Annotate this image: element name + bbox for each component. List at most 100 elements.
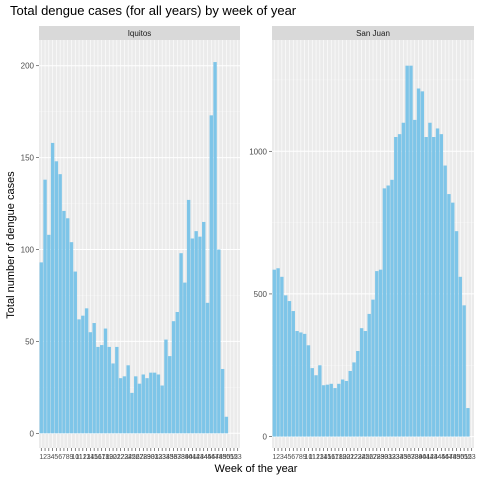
x-tick-label: 39 bbox=[181, 454, 189, 461]
bar-week-27 bbox=[371, 299, 375, 437]
bar-week-27 bbox=[137, 383, 142, 434]
x-tick-label: 13 bbox=[83, 454, 91, 461]
x-tick-label: 51 bbox=[460, 454, 468, 461]
x-axis-title: Week of the year bbox=[215, 463, 298, 475]
bar-week-3 bbox=[47, 234, 51, 434]
x-tick-label: 40 bbox=[418, 454, 426, 461]
x-tick-label: 24 bbox=[358, 454, 366, 461]
y-tick-label: 100 bbox=[21, 246, 35, 255]
x-tick-label: 27 bbox=[369, 454, 377, 461]
x-tick-label: 46 bbox=[441, 454, 449, 461]
x-tick-label: 4 bbox=[51, 454, 55, 461]
x-tick-label: 42 bbox=[426, 454, 434, 461]
x-tick-label: 39 bbox=[415, 454, 423, 461]
bar-week-14 bbox=[88, 332, 93, 434]
x-tick-label: 5 bbox=[54, 454, 58, 461]
bar-week-8 bbox=[299, 332, 303, 437]
x-tick-label: 29 bbox=[143, 454, 151, 461]
x-tick-label: 32 bbox=[388, 454, 396, 461]
x-tick-label: 29 bbox=[377, 454, 385, 461]
bar-week-35 bbox=[168, 356, 172, 434]
bar-week-25 bbox=[363, 331, 368, 437]
x-tick-label: 15 bbox=[90, 454, 98, 461]
x-tick-label: 26 bbox=[365, 454, 373, 461]
bar-week-41 bbox=[190, 238, 195, 434]
x-tick-label: 9 bbox=[70, 454, 74, 461]
x-tick-label: 6 bbox=[291, 454, 295, 461]
bar-week-50 bbox=[224, 416, 229, 434]
x-tick-label: 22 bbox=[117, 454, 125, 461]
x-tick-label: 4 bbox=[284, 454, 288, 461]
bar-week-25 bbox=[130, 392, 134, 434]
x-tick-label: 11 bbox=[309, 454, 316, 461]
bar-week-3 bbox=[280, 276, 284, 437]
x-tick-label: 48 bbox=[215, 454, 223, 461]
bar-week-36 bbox=[171, 321, 176, 434]
bar-week-28 bbox=[375, 271, 379, 437]
bar-week-12 bbox=[81, 315, 85, 434]
x-tick-label: 33 bbox=[158, 454, 166, 461]
x-tick-label: 28 bbox=[139, 454, 147, 461]
bar-week-46 bbox=[443, 165, 447, 437]
bar-week-44 bbox=[435, 128, 440, 437]
bar-week-4 bbox=[50, 142, 55, 434]
x-tick-label: 17 bbox=[331, 454, 339, 461]
x-tick-label: 52 bbox=[464, 454, 472, 461]
bar-week-5 bbox=[287, 301, 292, 437]
bar-week-45 bbox=[439, 134, 444, 437]
bar-week-19 bbox=[107, 346, 111, 434]
bar-week-1 bbox=[272, 269, 276, 437]
x-tick-label: 17 bbox=[98, 454, 106, 461]
bar-week-15 bbox=[92, 323, 96, 434]
bar-week-20 bbox=[344, 380, 349, 437]
bar-week-9 bbox=[69, 242, 74, 434]
x-tick-label: 27 bbox=[136, 454, 144, 461]
bar-week-44 bbox=[202, 221, 206, 434]
x-tick-label: 23 bbox=[354, 454, 362, 461]
bar-week-15 bbox=[325, 384, 330, 437]
y-tick-label: 150 bbox=[21, 154, 35, 163]
x-tick-label: 16 bbox=[327, 454, 335, 461]
y-tick-label: 1000 bbox=[249, 147, 267, 156]
bar-week-30 bbox=[149, 372, 153, 434]
x-tick-label: 48 bbox=[449, 454, 457, 461]
x-tick-label: 8 bbox=[299, 454, 303, 461]
bar-week-39 bbox=[416, 88, 421, 437]
x-tick-label: 14 bbox=[86, 454, 94, 461]
x-tick-label: 6 bbox=[58, 454, 62, 461]
bar-week-14 bbox=[321, 385, 326, 437]
x-tick-label: 10 bbox=[305, 454, 313, 461]
bar-week-16 bbox=[329, 383, 333, 437]
bar-week-5 bbox=[54, 161, 59, 434]
x-tick-label: 16 bbox=[94, 454, 102, 461]
bar-week-13 bbox=[318, 365, 322, 437]
x-tick-label: 34 bbox=[396, 454, 404, 461]
bar-week-2 bbox=[276, 268, 280, 437]
bar-week-30 bbox=[382, 188, 387, 437]
bar-week-4 bbox=[283, 295, 288, 437]
bar-week-1 bbox=[39, 262, 43, 434]
x-tick-label: 2 bbox=[276, 454, 280, 461]
bar-week-47 bbox=[447, 194, 451, 437]
x-tick-label: 18 bbox=[102, 454, 110, 461]
x-tick-label: 33 bbox=[392, 454, 400, 461]
bar-week-11 bbox=[77, 319, 81, 434]
x-tick-label: 19 bbox=[105, 454, 113, 461]
bar-week-8 bbox=[66, 218, 70, 434]
x-tick-label: 21 bbox=[113, 454, 121, 461]
bar-week-42 bbox=[194, 231, 198, 434]
x-tick-label: 37 bbox=[173, 454, 181, 461]
y-tick-label: 0 bbox=[263, 433, 268, 442]
bar-week-22 bbox=[118, 378, 123, 434]
x-tick-label: 22 bbox=[350, 454, 358, 461]
x-tick-label: 41 bbox=[188, 454, 196, 461]
bar-week-24 bbox=[126, 365, 130, 434]
bar-week-2 bbox=[43, 179, 47, 434]
bar-week-10 bbox=[73, 271, 77, 434]
bar-week-51 bbox=[462, 305, 466, 437]
bar-week-49 bbox=[220, 368, 225, 434]
x-tick-label: 7 bbox=[62, 454, 66, 461]
x-tick-label: 47 bbox=[211, 454, 219, 461]
bar-week-34 bbox=[397, 134, 402, 437]
